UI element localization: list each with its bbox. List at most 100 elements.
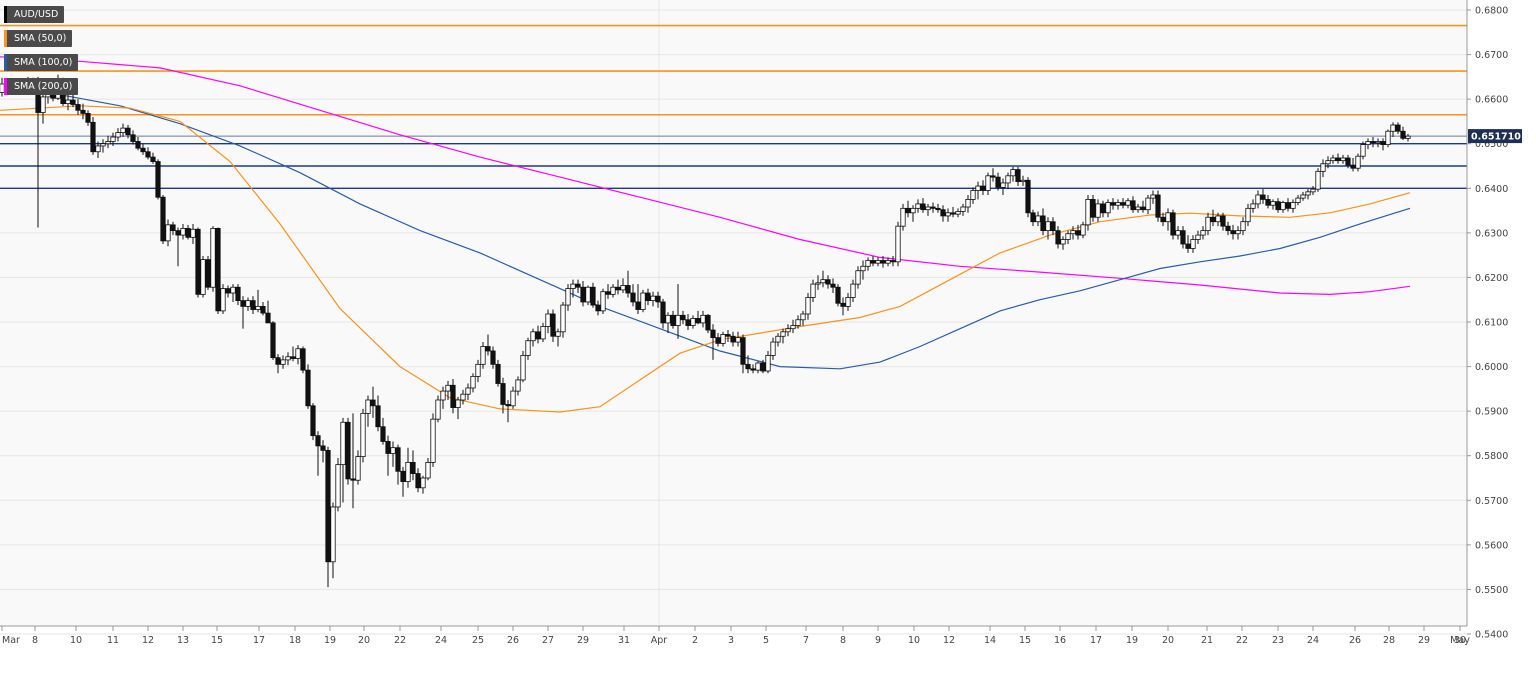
candle-up xyxy=(1355,155,1361,169)
x-tick-label: 26 xyxy=(1349,635,1361,646)
candle-down xyxy=(840,302,846,307)
legend-label: SMA (50,0) xyxy=(14,33,67,44)
candle-down xyxy=(500,383,506,405)
candle-up xyxy=(665,314,671,324)
x-tick-label: 28 xyxy=(1383,635,1395,646)
candle-up xyxy=(700,314,706,324)
candle-down xyxy=(1180,230,1186,245)
candle-up xyxy=(280,359,286,365)
candle-up xyxy=(115,132,121,138)
candle-up xyxy=(785,328,791,333)
x-tick-label: 24 xyxy=(435,635,447,646)
candle-down xyxy=(1400,130,1406,139)
candle-up xyxy=(390,447,396,454)
last-price-badge xyxy=(1468,129,1522,144)
candle-down xyxy=(175,230,181,236)
candle-up xyxy=(1190,239,1196,249)
sma-layer xyxy=(0,56,1411,413)
candle-up xyxy=(640,292,646,310)
candle-up xyxy=(875,260,881,264)
x-tick-label: 15 xyxy=(1019,635,1031,646)
candle-down xyxy=(160,196,166,242)
candle-up xyxy=(675,314,681,326)
candle-up xyxy=(1135,206,1141,211)
candle-up xyxy=(565,288,571,306)
candle-up xyxy=(610,286,616,295)
x-tick-label: 21 xyxy=(1201,635,1213,646)
grid-layer xyxy=(0,0,1467,635)
candle-down xyxy=(670,314,676,326)
legend-swatch xyxy=(4,54,7,71)
candle-down xyxy=(290,356,296,359)
candle-up xyxy=(1385,130,1391,146)
x-tick-label: Apr xyxy=(651,635,668,646)
candle-up xyxy=(845,297,851,307)
candle-down xyxy=(305,369,311,407)
y-tick-label: 0.6100 xyxy=(1475,318,1508,329)
candle-down xyxy=(550,313,556,337)
candle-up xyxy=(1240,221,1246,232)
x-tick-label: 20 xyxy=(358,635,370,646)
candle-up xyxy=(1095,203,1101,218)
candle-up xyxy=(1205,216,1211,232)
candle-down xyxy=(635,301,641,310)
x-tick-label: 8 xyxy=(32,635,38,646)
candle-down xyxy=(630,292,636,303)
candle-down xyxy=(695,318,701,324)
candle-up xyxy=(945,212,951,217)
candle-down xyxy=(715,337,721,344)
candle-up xyxy=(525,340,531,356)
candle-up xyxy=(1245,207,1251,223)
candle-up xyxy=(1250,203,1256,209)
candle-down xyxy=(830,283,836,288)
candle-up xyxy=(690,318,696,326)
candle-up xyxy=(515,379,521,392)
candle-down xyxy=(1155,194,1161,218)
candle-up xyxy=(1150,194,1156,199)
candle-down xyxy=(1335,157,1341,162)
candle-down xyxy=(155,161,161,198)
candle-down xyxy=(740,337,746,365)
x-tick-label: 22 xyxy=(1236,635,1248,646)
candle-up xyxy=(1005,175,1011,184)
legend-label: AUD/USD xyxy=(14,9,59,20)
candle-down xyxy=(680,314,686,321)
legend-swatch xyxy=(4,78,7,95)
candle-down xyxy=(1040,215,1046,232)
candle-up xyxy=(910,207,916,214)
candle-down xyxy=(385,441,391,454)
candle-up xyxy=(1405,135,1411,139)
candle-up xyxy=(430,418,436,463)
candle-up xyxy=(775,335,781,343)
candle-down xyxy=(1265,199,1271,206)
candle-down xyxy=(1285,202,1291,209)
x-tick-label: 7 xyxy=(803,635,809,646)
candle-up xyxy=(210,227,216,288)
candle-up xyxy=(1235,230,1241,235)
y-tick-label: 0.6300 xyxy=(1475,228,1508,239)
candle-down xyxy=(1055,230,1061,245)
candle-down xyxy=(1100,203,1106,214)
candle-up xyxy=(1195,234,1201,240)
candle-down xyxy=(130,134,136,142)
x-tick-label: 15 xyxy=(211,635,223,646)
candle-up xyxy=(790,325,796,330)
y-tick-label: 0.6200 xyxy=(1475,273,1508,284)
candle-up xyxy=(40,96,46,113)
candle-down xyxy=(395,447,401,472)
candle-down xyxy=(1345,157,1351,166)
candle-down xyxy=(410,461,416,474)
candle-up xyxy=(1295,197,1301,203)
candle-down xyxy=(380,426,386,442)
candle-up xyxy=(285,356,291,361)
candle-down xyxy=(935,207,941,211)
x-tick-label: 24 xyxy=(1307,635,1319,646)
candle-up xyxy=(1325,160,1331,165)
candle-down xyxy=(1015,169,1021,183)
candle-up xyxy=(955,211,961,215)
candle-down xyxy=(590,286,596,306)
candle-up xyxy=(530,331,536,342)
candle-up xyxy=(480,346,486,365)
candle-down xyxy=(250,300,256,310)
candle-up xyxy=(340,421,346,466)
